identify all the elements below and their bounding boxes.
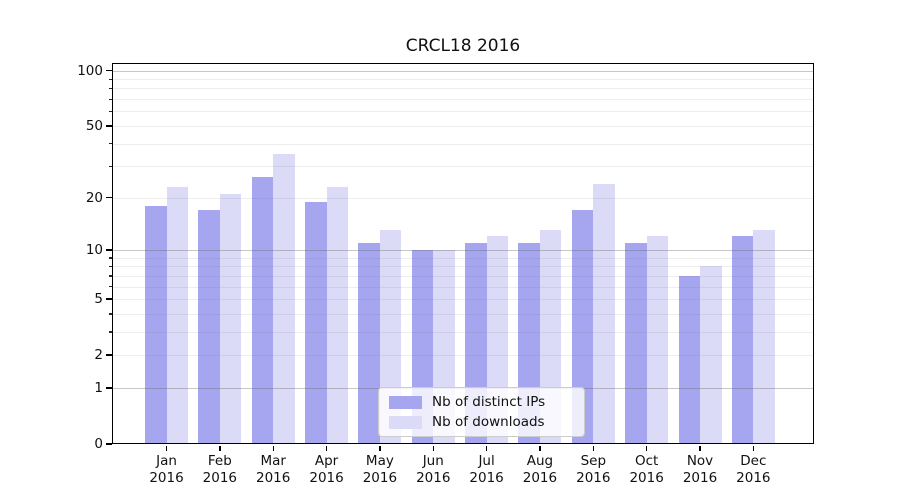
gridline-9 — [112, 257, 814, 259]
x-tick-label-may: May 2016 — [362, 453, 398, 486]
x-tick-label-mar: Mar 2016 — [256, 453, 291, 486]
legend-entry-downloads: Nb of downloads — [389, 414, 574, 430]
y-minor-tick-mark-60 — [108, 110, 112, 113]
x-tick-mark-jul — [485, 445, 488, 451]
bar-distinct-ips-oct — [625, 242, 647, 444]
gridline-50 — [112, 125, 814, 127]
x-tick-label-oct: Oct 2016 — [629, 453, 664, 486]
legend-label-downloads: Nb of downloads — [432, 414, 545, 430]
x-tick-mark-nov — [699, 445, 701, 451]
x-tick-mark-aug — [539, 445, 541, 451]
bar-distinct-ips-dec — [731, 236, 754, 444]
y-tick-label-100: 100 — [77, 62, 103, 79]
gridline-2 — [112, 355, 814, 357]
y-tick-mark-100 — [105, 69, 112, 72]
x-tick-label-jun: Jun 2016 — [416, 453, 451, 486]
plot-area: Nb of distinct IPs Nb of downloads — [112, 63, 814, 444]
y-minor-tick-mark-80 — [108, 87, 112, 90]
y-tick-label-10: 10 — [85, 241, 103, 258]
x-tick-mark-jan — [165, 445, 168, 451]
bar-downloads-nov — [700, 266, 722, 444]
legend: Nb of distinct IPs Nb of downloads — [378, 387, 585, 437]
x-tick-label-jan: Jan 2016 — [149, 453, 184, 486]
bar-downloads-oct — [646, 236, 669, 444]
x-tick-mark-jun — [432, 445, 434, 451]
y-tick-mark-5 — [105, 298, 112, 300]
y-minor-tick-mark-9 — [108, 257, 112, 259]
gridline-90 — [112, 79, 814, 81]
legend-swatch-distinct-ips — [389, 395, 422, 409]
bar-downloads-feb — [219, 193, 242, 444]
gridline-100 — [112, 70, 814, 72]
gridline-60 — [112, 111, 814, 113]
bar-downloads-sep — [593, 183, 615, 444]
bar-downloads-jan — [166, 186, 188, 444]
y-tick-label-50: 50 — [85, 117, 103, 134]
gridline-8 — [112, 266, 814, 268]
y-minor-tick-mark-4 — [108, 313, 112, 315]
gridline-70 — [112, 99, 814, 101]
grid-layer — [112, 63, 814, 444]
bar-downloads-dec — [753, 230, 775, 444]
y-minor-tick-mark-40 — [108, 143, 112, 145]
y-minor-tick-mark-90 — [108, 78, 112, 80]
y-minor-tick-mark-8 — [108, 265, 112, 268]
bar-distinct-ips-feb — [198, 210, 220, 444]
gridline-6 — [112, 286, 814, 288]
gridline-40 — [112, 143, 814, 145]
x-tick-mark-sep — [592, 445, 594, 451]
bar-distinct-ips-mar — [251, 177, 274, 444]
x-tick-label-apr: Apr 2016 — [309, 453, 344, 486]
y-tick-mark-50 — [105, 125, 112, 127]
y-tick-mark-1 — [105, 387, 112, 389]
x-tick-mark-mar — [272, 445, 274, 451]
legend-label-distinct-ips: Nb of distinct IPs — [432, 394, 546, 410]
legend-swatch-downloads — [389, 415, 422, 429]
y-tick-label-1: 1 — [94, 379, 103, 396]
bar-distinct-ips-nov — [678, 275, 700, 444]
gridline-10 — [112, 249, 814, 251]
bar-distinct-ips-apr — [305, 201, 327, 444]
gridline-7 — [112, 275, 814, 277]
x-tick-mark-dec — [752, 445, 755, 451]
bar-distinct-ips-sep — [571, 210, 594, 444]
x-tick-label-aug: Aug 2016 — [522, 453, 558, 486]
bar-downloads-apr — [326, 186, 349, 444]
x-tick-label-nov: Nov 2016 — [682, 453, 718, 486]
y-minor-tick-mark-3 — [108, 331, 112, 333]
y-tick-label-0: 0 — [94, 436, 103, 452]
x-tick-label-feb: Feb 2016 — [202, 453, 238, 486]
y-tick-mark-20 — [105, 196, 112, 199]
y-minor-tick-mark-30 — [108, 165, 112, 168]
y-tick-mark-2 — [105, 354, 112, 356]
legend-entry-distinct-ips: Nb of distinct IPs — [389, 394, 574, 410]
y-tick-label-5: 5 — [94, 291, 103, 308]
y-minor-tick-mark-6 — [108, 286, 112, 288]
y-tick-mark-10 — [105, 249, 112, 251]
y-minor-tick-mark-70 — [108, 98, 112, 100]
gridline-5 — [112, 299, 814, 301]
gridline-80 — [112, 88, 814, 90]
bar-distinct-ips-may — [358, 242, 380, 444]
gridline-20 — [112, 197, 814, 199]
x-tick-mark-oct — [645, 445, 648, 451]
y-tick-label-2: 2 — [94, 347, 103, 364]
y-minor-tick-mark-7 — [108, 275, 112, 277]
x-tick-label-dec: Dec 2016 — [736, 453, 771, 486]
y-tick-mark-0 — [105, 443, 112, 445]
gridline-3 — [112, 331, 814, 333]
y-tick-label-20: 20 — [85, 189, 103, 206]
x-tick-label-sep: Sep 2016 — [576, 453, 611, 486]
bar-downloads-mar — [273, 154, 295, 444]
chart-title: CRCL18 2016 — [405, 36, 521, 56]
x-tick-mark-apr — [325, 445, 328, 451]
gridline-4 — [112, 313, 814, 315]
x-tick-label-jul: Jul 2016 — [469, 453, 504, 486]
x-tick-mark-feb — [219, 445, 221, 451]
bar-distinct-ips-jan — [145, 205, 167, 444]
x-tick-mark-may — [379, 445, 381, 451]
gridline-30 — [112, 166, 814, 168]
